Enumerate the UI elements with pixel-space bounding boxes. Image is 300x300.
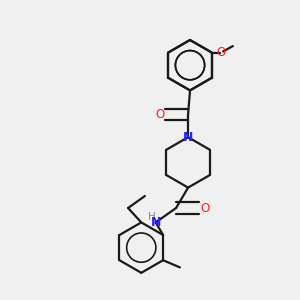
Text: O: O [200,202,209,214]
Text: O: O [155,108,164,121]
Text: N: N [183,131,193,144]
Text: O: O [217,46,226,59]
Text: N: N [151,216,161,229]
Text: H: H [148,212,156,222]
